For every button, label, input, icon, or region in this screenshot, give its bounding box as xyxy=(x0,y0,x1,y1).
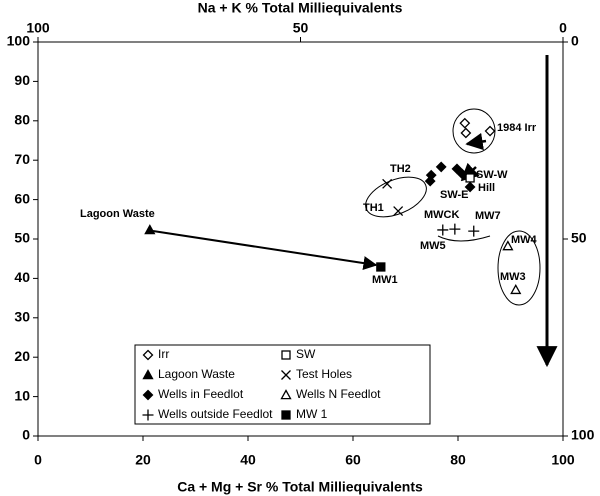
y-tick-label: 20 xyxy=(14,348,30,364)
legend-label: Test Holes xyxy=(296,367,352,381)
x2-tick-label: 0 xyxy=(559,20,567,36)
y2-tick-label: 0 xyxy=(571,33,579,49)
annotation: Lagoon Waste xyxy=(80,208,155,220)
legend-symbol xyxy=(142,369,154,380)
legend-label: Wells outside Feedlot xyxy=(158,407,273,421)
group-outline xyxy=(365,176,427,218)
y-tick-label: 0 xyxy=(22,427,30,443)
annotation: MW7 xyxy=(475,210,501,222)
point xyxy=(456,168,468,180)
y-tick-label: 80 xyxy=(14,112,30,128)
y-tick-label: 30 xyxy=(14,309,30,325)
trend-arrow xyxy=(465,132,487,151)
legend-label: Wells in Feedlot xyxy=(158,387,244,401)
x2-tick-label: 100 xyxy=(26,20,50,36)
legend-label: MW 1 xyxy=(296,407,328,421)
legend-symbol xyxy=(280,389,292,400)
trend-arrow xyxy=(152,230,378,271)
point xyxy=(144,224,156,235)
annotation: MW4 xyxy=(511,234,538,246)
x-tick-label: 0 xyxy=(34,452,42,468)
x-tick-label: 100 xyxy=(551,452,575,468)
point xyxy=(435,161,447,173)
x2-axis-title: Na + K % Total Milliequivalents xyxy=(198,0,403,16)
point xyxy=(468,225,480,237)
y-tick-label: 10 xyxy=(14,387,30,403)
point xyxy=(382,178,393,189)
annotation: SW-E xyxy=(440,189,469,201)
point xyxy=(460,127,472,139)
point xyxy=(484,125,496,137)
legend-label: Irr xyxy=(158,347,169,361)
y-tick-label: 90 xyxy=(14,72,30,88)
point xyxy=(464,181,476,193)
x-axis-title: Ca + Mg + Sr % Total Milliequivalents xyxy=(177,479,423,495)
y-tick-label: 100 xyxy=(7,33,31,49)
legend-symbol xyxy=(142,389,154,401)
point xyxy=(459,117,471,129)
point xyxy=(510,283,522,295)
annotation: MW3 xyxy=(500,271,526,283)
point xyxy=(449,223,461,235)
y2-tick-label: 100 xyxy=(571,427,595,443)
group-outline xyxy=(497,230,541,306)
y2-tick-label: 50 xyxy=(571,230,587,246)
x-tick-label: 80 xyxy=(450,452,466,468)
y-tick-label: 50 xyxy=(14,230,30,246)
y-tick-label: 40 xyxy=(14,269,30,285)
legend-label: Lagoon Waste xyxy=(158,367,235,381)
point xyxy=(376,262,386,272)
annotation: TH1 xyxy=(363,202,384,214)
x-tick-label: 40 xyxy=(240,452,256,468)
annotation: SW-W xyxy=(476,169,508,181)
x-tick-label: 20 xyxy=(135,452,151,468)
x-tick-label: 60 xyxy=(345,452,361,468)
annotation: MW5 xyxy=(420,240,446,252)
x2-tick-label: 50 xyxy=(293,20,309,36)
legend-symbol xyxy=(142,349,154,361)
annotation: 1984 Irr xyxy=(497,122,537,134)
annotation: MWCK xyxy=(424,209,459,221)
group-outline xyxy=(437,235,491,242)
legend-symbol xyxy=(281,350,291,360)
annotation: TH2 xyxy=(390,163,411,175)
legend-label: Wells N Feedlot xyxy=(296,387,381,401)
point xyxy=(393,206,404,216)
y-tick-label: 70 xyxy=(14,151,30,167)
point xyxy=(437,224,449,236)
legend-symbol xyxy=(281,410,291,420)
annotation: MW1 xyxy=(372,274,398,286)
point xyxy=(502,240,514,251)
y-tick-label: 60 xyxy=(14,190,30,206)
annotation: Hill xyxy=(478,182,495,194)
point xyxy=(451,163,463,175)
legend-label: SW xyxy=(296,347,316,361)
point xyxy=(424,175,436,187)
point xyxy=(465,173,475,183)
legend-symbol xyxy=(142,409,154,421)
legend-symbol xyxy=(281,370,291,380)
